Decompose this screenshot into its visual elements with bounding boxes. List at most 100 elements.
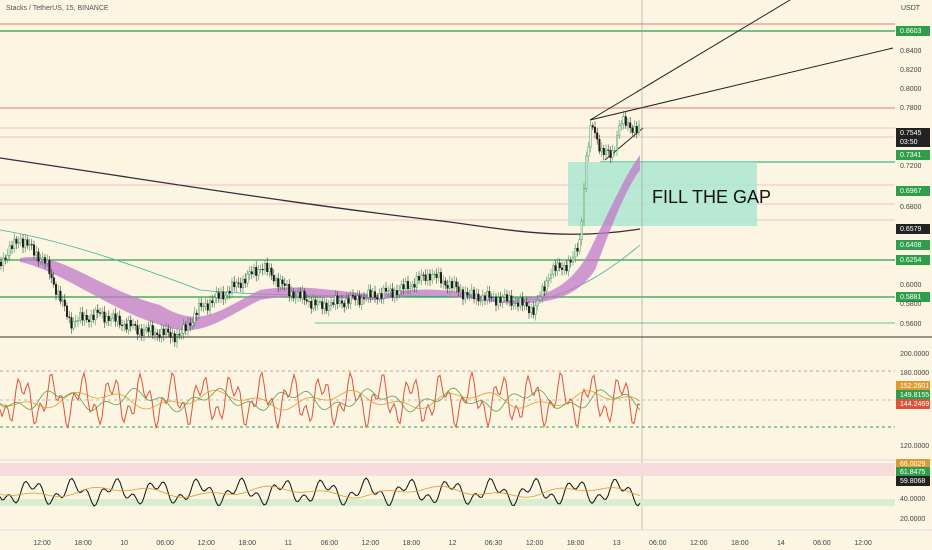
candle <box>147 327 150 332</box>
symbol-title: Stacks / TetherUS, 15, BINANCE <box>6 5 109 12</box>
time-label: 12:00 <box>362 540 380 547</box>
price-badge <box>896 240 930 250</box>
candle <box>543 286 546 292</box>
candle <box>85 315 88 321</box>
candle <box>512 303 515 306</box>
candle <box>638 124 641 133</box>
candle <box>341 300 344 304</box>
oscillator-avg <box>0 389 641 411</box>
candle <box>545 280 548 292</box>
time-label: 06:00 <box>321 540 339 547</box>
candle <box>389 288 392 292</box>
candle <box>393 290 396 298</box>
axis-label: 59.8068 <box>900 478 925 485</box>
candle <box>402 284 405 290</box>
price-badge <box>896 255 930 265</box>
candle <box>129 320 132 327</box>
candle <box>325 302 328 311</box>
candle <box>558 262 561 269</box>
candle <box>219 291 222 299</box>
candle <box>464 292 467 300</box>
axis-label: 0.8200 <box>900 67 922 74</box>
candle <box>517 302 520 307</box>
axis-label: 180.0000 <box>900 370 929 377</box>
candle <box>79 312 82 321</box>
candle <box>503 294 506 298</box>
time-label: 13 <box>613 540 621 547</box>
axis-label: 0.6000 <box>900 282 922 289</box>
candle <box>319 301 322 303</box>
candle <box>633 126 636 133</box>
candle <box>200 302 203 307</box>
candle <box>142 329 145 336</box>
candle <box>286 284 289 286</box>
candle <box>208 300 211 311</box>
price-badge <box>896 224 930 234</box>
axis-label: 20.0000 <box>900 516 925 523</box>
candle <box>442 280 445 284</box>
candle <box>94 309 97 320</box>
candle <box>264 262 267 270</box>
candle <box>552 265 555 275</box>
axis-label: 0.7200 <box>900 163 922 170</box>
candle <box>308 301 311 303</box>
time-label: 12 <box>449 540 457 547</box>
candle <box>228 291 231 294</box>
candle <box>107 316 110 321</box>
trendline <box>589 0 791 121</box>
candle <box>349 295 352 304</box>
candle <box>222 291 225 300</box>
candle <box>583 188 586 222</box>
candle <box>591 125 594 128</box>
candle <box>83 315 86 321</box>
candle <box>327 305 330 311</box>
candle <box>213 297 216 304</box>
time-label: 18:00 <box>238 540 256 547</box>
candle <box>371 291 374 298</box>
candle <box>413 284 416 288</box>
candle <box>189 322 192 326</box>
price-badge <box>896 381 930 391</box>
time-label: 18:00 <box>74 540 92 547</box>
candle <box>52 277 55 285</box>
axis-label: 0.8000 <box>900 86 922 93</box>
candle <box>164 328 167 336</box>
candle <box>35 251 38 256</box>
candle <box>195 312 198 316</box>
candle <box>345 298 348 308</box>
candle <box>594 126 597 133</box>
candle <box>237 282 240 284</box>
price-badge <box>896 292 930 302</box>
axis-label: 0.8400 <box>900 48 922 55</box>
axis-label: 66.0029 <box>900 461 925 468</box>
candle <box>61 299 64 302</box>
candle <box>156 332 159 335</box>
candle <box>404 281 407 290</box>
candle <box>125 323 128 330</box>
price-badge <box>896 476 930 486</box>
axis-label: 0.6800 <box>900 204 922 211</box>
candle <box>90 314 93 323</box>
candle <box>338 300 341 304</box>
trendline <box>589 47 894 121</box>
candle <box>426 273 429 281</box>
candle <box>514 302 517 304</box>
candle <box>235 282 238 288</box>
candle <box>39 259 42 262</box>
candle <box>297 291 300 298</box>
time-label: 12:00 <box>526 540 544 547</box>
candle <box>508 295 511 302</box>
time-label: 06:30 <box>485 540 503 547</box>
candle <box>101 311 104 314</box>
candle <box>347 298 350 304</box>
time-label: 06:00 <box>156 540 174 547</box>
candle <box>631 127 634 133</box>
candle <box>255 267 258 276</box>
candle <box>398 290 401 295</box>
candle <box>484 295 487 301</box>
candle <box>411 284 414 287</box>
candle <box>541 286 544 298</box>
candle <box>534 305 537 315</box>
candle <box>585 155 588 190</box>
candle <box>266 262 269 272</box>
